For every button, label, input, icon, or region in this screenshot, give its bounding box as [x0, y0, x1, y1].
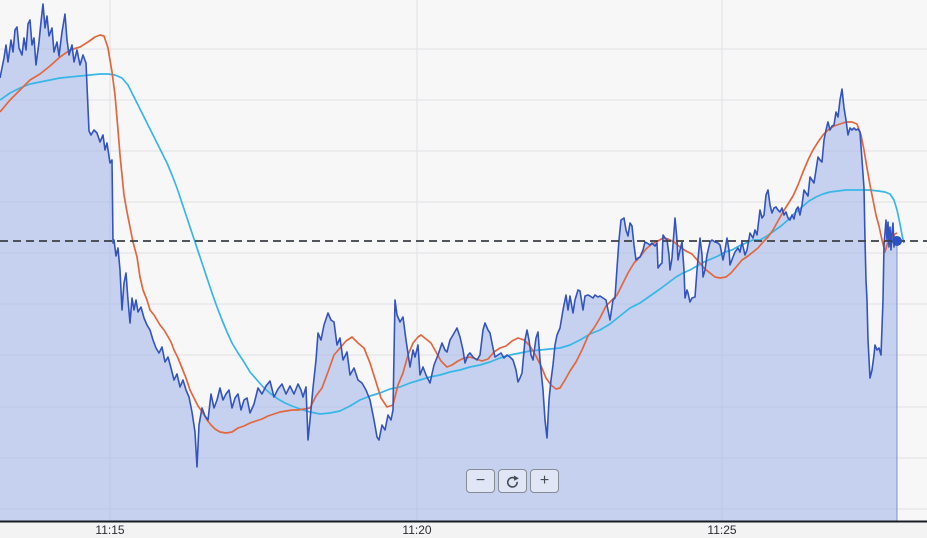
zoom-out-button[interactable]: − — [466, 469, 495, 493]
reset-zoom-button[interactable] — [498, 469, 527, 493]
zoom-in-button[interactable]: + — [530, 469, 559, 493]
price-line — [0, 3, 898, 468]
last-price-dot — [892, 236, 902, 246]
minus-icon: − — [475, 472, 486, 489]
x-axis-label: 11:20 — [402, 523, 431, 537]
plus-icon: + — [539, 472, 550, 489]
price-area-fill — [0, 4, 897, 521]
chart-zoom-controls: − + — [466, 469, 559, 493]
x-axis-label: 11:15 — [95, 523, 124, 537]
x-axis-label: 11:25 — [707, 523, 736, 537]
ma-slow-line — [0, 73, 905, 415]
refresh-icon — [507, 475, 519, 488]
x-axis-strip — [0, 521, 927, 538]
